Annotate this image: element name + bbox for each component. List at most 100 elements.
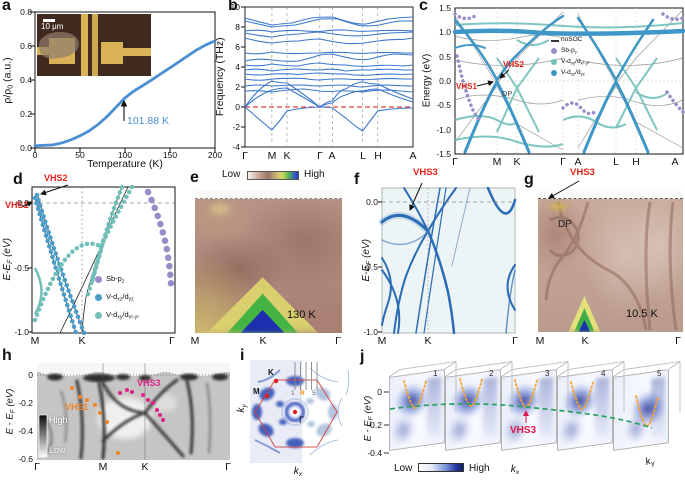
f-xtick: Γ bbox=[512, 335, 518, 347]
i-theory-lines bbox=[309, 367, 350, 456]
b-xtick: H bbox=[374, 150, 382, 162]
h-curvature-image: High Low VHS1 VHS3 bbox=[37, 363, 230, 460]
b-xtick: L bbox=[360, 150, 366, 162]
f-xtick: M bbox=[377, 335, 387, 347]
d-legend-label: V-dxz/dyz bbox=[106, 292, 134, 303]
d-vhs2-arrow bbox=[40, 184, 69, 196]
c-legend-label: V-dxz/dyz bbox=[561, 69, 585, 77]
d-vhs1-label: VHS1 bbox=[5, 200, 29, 210]
i-exp-arcs bbox=[254, 369, 281, 454]
d-legend-dot-purple bbox=[95, 276, 102, 283]
v-dxz-bands bbox=[452, 14, 685, 154]
j-box-edges bbox=[388, 361, 681, 412]
scalebar-label: 10 μm bbox=[41, 22, 64, 31]
i-fermi-surface-map: K M Γ 1 R 5 bbox=[250, 360, 355, 463]
a-xtick: 150 bbox=[162, 150, 178, 160]
resistivity-curve bbox=[33, 39, 217, 148]
d-v-dxz-chain bbox=[32, 192, 87, 336]
f-ytick: 0.0 bbox=[366, 197, 378, 207]
h-colorbar bbox=[38, 414, 48, 458]
b-ytick: 2 bbox=[235, 82, 240, 92]
i-cut-lines bbox=[294, 362, 318, 390]
d-vhs2-label: VHS2 bbox=[44, 173, 68, 183]
e-vhs-spot bbox=[205, 200, 235, 218]
j-ytick: -0.2 bbox=[367, 420, 382, 430]
d-v-dxy-chain bbox=[32, 184, 135, 323]
electrode-strip-2 bbox=[92, 14, 98, 76]
j-colorbar bbox=[418, 463, 464, 472]
h-ytick: -0.2 bbox=[18, 398, 33, 408]
f-vhs3-label: VHS3 bbox=[413, 167, 438, 178]
e-fermi-strip bbox=[195, 190, 342, 199]
i-cut-last-label: 5 bbox=[312, 390, 316, 397]
electrode-bar-right bbox=[123, 48, 151, 56]
a-xlabel: Temperature (K) bbox=[87, 158, 163, 170]
j-vhs3-label: VHS3 bbox=[510, 425, 537, 436]
panel-h-letter: h bbox=[2, 347, 12, 364]
c-ytick: -1.5 bbox=[436, 149, 451, 159]
panel-f-letter: f bbox=[354, 171, 360, 188]
d-legend-label: Sb-pz bbox=[106, 274, 125, 285]
j-cbar-low: Low bbox=[394, 463, 413, 474]
j-cut-number: 4 bbox=[601, 369, 606, 378]
j-vhs3-dispersion-line bbox=[389, 403, 653, 429]
d-ytick: -1.0 bbox=[14, 327, 29, 337]
a-ytick: 0.8 bbox=[20, 7, 32, 17]
b-ytick: -2 bbox=[232, 122, 240, 132]
c-ylabel: Energy (eV) bbox=[421, 53, 433, 108]
c-xtick: A bbox=[671, 156, 679, 168]
panel-i-letter: i bbox=[240, 347, 245, 364]
e-cbar-high: High bbox=[304, 169, 325, 180]
panel-c-band-plot bbox=[452, 7, 685, 155]
h-cbar-low: Low bbox=[49, 445, 66, 455]
h-ytick: 0 bbox=[28, 370, 33, 380]
c-ytick: -0.5 bbox=[436, 100, 451, 110]
j-overlay bbox=[384, 361, 681, 454]
a-xtick: 50 bbox=[75, 150, 85, 160]
h-top-white bbox=[39, 366, 225, 376]
transition-temperature-annotation: 101.88 K bbox=[127, 115, 170, 127]
g-vhs3-label: VHS3 bbox=[570, 167, 595, 178]
f-xtick: K bbox=[424, 335, 432, 347]
i-point-k-label: K bbox=[268, 368, 274, 377]
panel-b-phonon-plot bbox=[241, 6, 414, 148]
panel-f-simulation bbox=[378, 182, 517, 335]
i-gamma-ring bbox=[284, 401, 306, 423]
device-micrograph-inset: 10 μm bbox=[37, 14, 151, 76]
i-exp-blobs bbox=[252, 376, 304, 448]
c-xtick: K bbox=[513, 156, 521, 168]
f-bands bbox=[378, 186, 517, 335]
h-vhs1-label: VHS1 bbox=[65, 402, 89, 412]
f-ytick: -0.5 bbox=[363, 262, 378, 272]
b-ytick: 6 bbox=[235, 42, 240, 52]
a-xtick: 100 bbox=[117, 150, 133, 160]
c-xtick: H bbox=[632, 156, 640, 168]
i-theory-blobs bbox=[306, 387, 338, 437]
c-xtick: A bbox=[574, 156, 582, 168]
e-arpes-image: 130 K bbox=[195, 190, 342, 333]
b-ytick: -4 bbox=[232, 142, 240, 152]
panel-a-ticks bbox=[30, 11, 216, 153]
h-cbar-high: High bbox=[49, 415, 68, 425]
a-ytick: 0.6 bbox=[20, 41, 32, 51]
h-vhs1-markers bbox=[70, 386, 120, 455]
j-ytick: -0.4 bbox=[367, 448, 382, 458]
g-cone-blue bbox=[578, 320, 591, 332]
h-ytick: -0.6 bbox=[18, 454, 33, 464]
e-temperature: 130 K bbox=[287, 309, 316, 321]
b-xtick: A bbox=[409, 150, 417, 162]
b-xtick: M bbox=[267, 150, 277, 162]
c-legend-dot-teal bbox=[551, 59, 557, 65]
a-ytick: 0.4 bbox=[20, 75, 32, 85]
panel-b-letter: b bbox=[228, 0, 238, 14]
c-legend-label: noSOC bbox=[561, 36, 583, 43]
h-ytick: -0.4 bbox=[18, 426, 33, 436]
e-xtick: Γ bbox=[335, 335, 341, 347]
g-temperature: 10.5 K bbox=[626, 308, 658, 320]
d-legend-dot-teal bbox=[95, 312, 102, 319]
i-cut-r-label: R bbox=[300, 390, 305, 397]
c-xtick: L bbox=[613, 156, 619, 168]
h-xtick: Γ bbox=[34, 461, 40, 473]
a-xtick: 200 bbox=[207, 150, 223, 160]
d-legend-label: V-dxy/dx²-y² bbox=[106, 310, 139, 321]
